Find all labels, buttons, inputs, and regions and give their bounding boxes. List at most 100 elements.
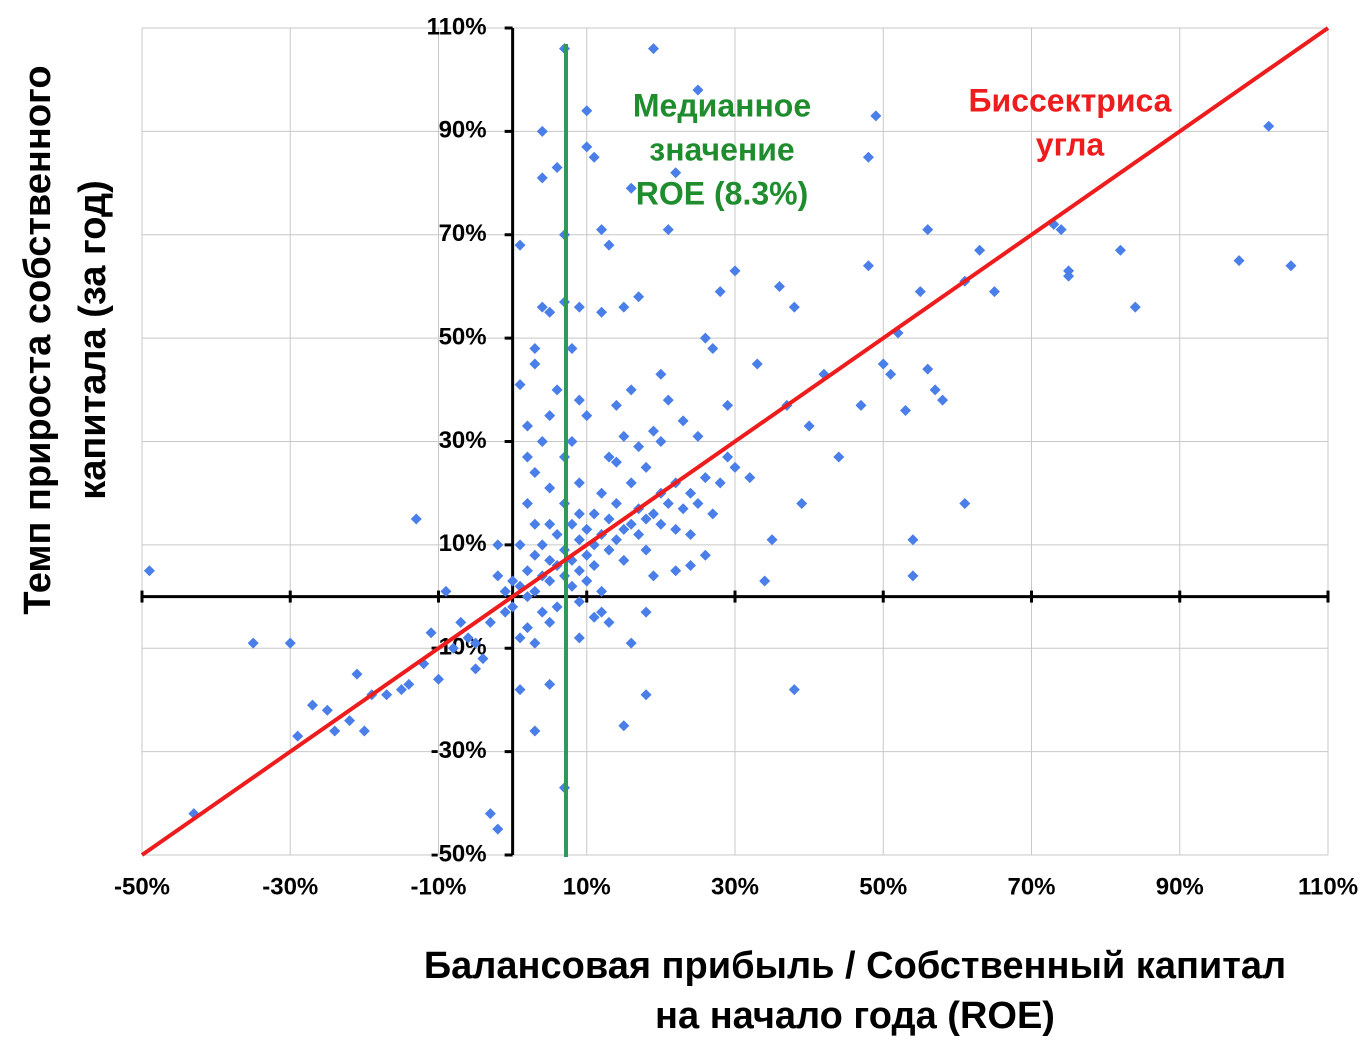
- point: [551, 529, 563, 541]
- point: [603, 513, 615, 525]
- point: [544, 575, 556, 587]
- point: [766, 534, 778, 546]
- point: [588, 508, 600, 520]
- point: [625, 182, 637, 194]
- point: [514, 539, 526, 551]
- point: [610, 399, 622, 411]
- y-axis-title: капитала (за год): [72, 180, 114, 500]
- point: [573, 477, 585, 489]
- point: [655, 368, 667, 380]
- point: [470, 663, 482, 675]
- point: [974, 244, 986, 256]
- y-tick-label: 30%: [439, 427, 487, 454]
- point: [544, 410, 556, 422]
- point: [1129, 301, 1141, 313]
- point: [618, 523, 630, 535]
- point: [395, 684, 407, 696]
- y-tick-label: -30%: [431, 737, 487, 764]
- point: [514, 632, 526, 644]
- point: [707, 508, 719, 520]
- point: [922, 224, 934, 236]
- point: [877, 358, 889, 370]
- point: [321, 704, 333, 716]
- point: [670, 167, 682, 179]
- point: [596, 606, 608, 618]
- point: [507, 575, 519, 587]
- point: [729, 265, 741, 277]
- point: [477, 653, 489, 665]
- point: [929, 384, 941, 396]
- point: [862, 260, 874, 272]
- point: [544, 616, 556, 628]
- point: [529, 725, 541, 737]
- x-tick-label: -30%: [262, 873, 318, 900]
- y-tick-label: 70%: [439, 220, 487, 247]
- bisector-line: [140, 26, 1330, 857]
- point: [647, 508, 659, 520]
- point: [573, 394, 585, 406]
- annotation: значение: [649, 131, 794, 167]
- point: [521, 565, 533, 577]
- point: [640, 689, 652, 701]
- point: [722, 399, 734, 411]
- point: [625, 477, 637, 489]
- point: [618, 720, 630, 732]
- x-tick-label: 70%: [1007, 873, 1055, 900]
- point: [699, 332, 711, 344]
- point: [470, 637, 482, 649]
- point: [447, 642, 459, 654]
- point: [581, 575, 593, 587]
- point: [603, 616, 615, 628]
- point: [462, 632, 474, 644]
- x-tick-label: 90%: [1156, 873, 1204, 900]
- point: [484, 808, 496, 820]
- point: [544, 482, 556, 494]
- point: [788, 301, 800, 313]
- point: [529, 518, 541, 530]
- point: [677, 415, 689, 427]
- point: [1055, 224, 1067, 236]
- point: [529, 467, 541, 479]
- point: [1063, 265, 1075, 277]
- point: [581, 410, 593, 422]
- x-tick-label: -10%: [410, 873, 466, 900]
- point: [685, 487, 697, 499]
- point: [759, 575, 771, 587]
- point: [899, 404, 911, 416]
- point: [1233, 255, 1245, 267]
- point: [670, 523, 682, 535]
- point: [536, 301, 548, 313]
- point: [907, 534, 919, 546]
- point: [581, 549, 593, 561]
- y-tick-label: 110%: [427, 13, 487, 40]
- point: [699, 472, 711, 484]
- point: [573, 632, 585, 644]
- point: [536, 172, 548, 184]
- point: [566, 436, 578, 447]
- point: [581, 141, 593, 153]
- point: [536, 606, 548, 618]
- point: [455, 616, 467, 628]
- point: [492, 539, 504, 551]
- y-tick-label: 90%: [439, 117, 487, 144]
- point: [729, 461, 741, 473]
- annotation: Медианное: [633, 87, 811, 123]
- point: [596, 585, 608, 597]
- annotation: угла: [1036, 126, 1105, 162]
- point: [588, 611, 600, 623]
- point: [640, 544, 652, 556]
- point: [566, 580, 578, 592]
- x-tick-label: 10%: [563, 873, 611, 900]
- point: [751, 358, 763, 370]
- point: [544, 518, 556, 530]
- x-tick-label: -50%: [114, 873, 170, 900]
- point: [692, 84, 704, 96]
- x-tick-label: 50%: [859, 873, 907, 900]
- point: [640, 461, 652, 473]
- point: [403, 678, 415, 690]
- point: [773, 280, 785, 292]
- point: [862, 151, 874, 163]
- point: [521, 622, 533, 634]
- point: [529, 342, 541, 354]
